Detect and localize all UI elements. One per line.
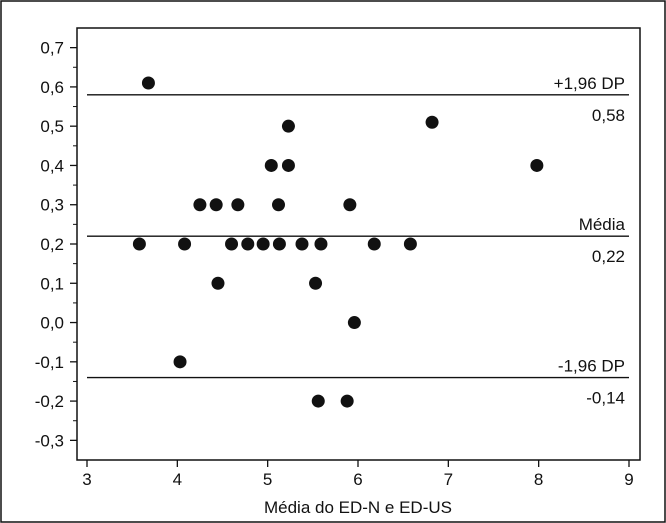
reference-line-label-lower: -1,96 DP bbox=[558, 357, 625, 376]
reference-line-value-mean: 0,22 bbox=[592, 247, 625, 266]
y-tick-label: 0,1 bbox=[40, 274, 64, 293]
plot-frame bbox=[76, 27, 641, 461]
data-point bbox=[132, 237, 146, 251]
x-tick-label: 9 bbox=[624, 470, 633, 489]
data-point bbox=[530, 158, 544, 172]
y-tick-label: 0,3 bbox=[40, 196, 64, 215]
x-axis: 3 4 5 6 7 8 9 bbox=[82, 460, 634, 489]
reference-line-value-lower: -0,14 bbox=[586, 389, 625, 408]
reference-line-label-upper: +1,96 DP bbox=[554, 74, 625, 93]
y-tick-label: 0,2 bbox=[40, 235, 64, 254]
reference-line-label-mean: Média bbox=[579, 215, 626, 234]
data-point bbox=[231, 198, 245, 212]
reference-lines: +1,96 DP 0,58 Média 0,22 -1,96 DP -0,14 bbox=[87, 74, 629, 408]
data-point bbox=[272, 198, 286, 212]
x-tick-label: 5 bbox=[263, 470, 272, 489]
data-point bbox=[225, 237, 239, 251]
y-tick-label: -0,2 bbox=[35, 392, 64, 411]
data-point bbox=[211, 276, 225, 290]
data-point bbox=[241, 237, 255, 251]
data-point bbox=[314, 237, 328, 251]
x-axis-title: Média do ED-N e ED-US bbox=[264, 498, 452, 517]
data-point bbox=[347, 316, 361, 330]
data-point bbox=[272, 237, 286, 251]
y-tick-label: 0,0 bbox=[40, 314, 64, 333]
y-tick-label: 0,7 bbox=[40, 39, 64, 58]
data-point bbox=[311, 394, 325, 408]
data-point bbox=[264, 158, 278, 172]
data-point bbox=[295, 237, 309, 251]
x-tick-label: 3 bbox=[82, 470, 91, 489]
x-tick-label: 7 bbox=[444, 470, 453, 489]
data-point bbox=[281, 119, 295, 133]
data-point bbox=[173, 355, 187, 369]
data-point bbox=[281, 158, 295, 172]
data-point bbox=[141, 76, 155, 90]
data-point bbox=[309, 276, 323, 290]
x-tick-label: 6 bbox=[353, 470, 362, 489]
x-tick-label: 8 bbox=[534, 470, 543, 489]
y-tick-label: 0,6 bbox=[40, 78, 64, 97]
data-point bbox=[403, 237, 417, 251]
data-point bbox=[367, 237, 381, 251]
y-tick-label: 0,5 bbox=[40, 117, 64, 136]
x-tick-label: 4 bbox=[173, 470, 182, 489]
data-point bbox=[178, 237, 192, 251]
data-point bbox=[193, 198, 207, 212]
data-point bbox=[209, 198, 223, 212]
data-points bbox=[132, 76, 544, 408]
data-point bbox=[343, 198, 357, 212]
y-tick-label: -0,3 bbox=[35, 431, 64, 450]
y-tick-label: -0,1 bbox=[35, 353, 64, 372]
data-point bbox=[425, 115, 439, 129]
reference-line-value-upper: 0,58 bbox=[592, 106, 625, 125]
y-tick-label: 0,4 bbox=[40, 156, 64, 175]
y-axis: -0,3 -0,2 -0,1 0,0 0,1 0,2 0,3 0,4 0,5 0,6 0,7 bbox=[35, 39, 77, 450]
data-point bbox=[256, 237, 270, 251]
data-point bbox=[340, 394, 354, 408]
